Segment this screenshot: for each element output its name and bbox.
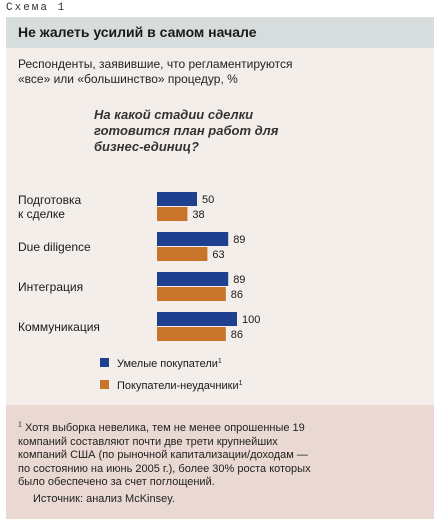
bar-skilled bbox=[157, 312, 237, 326]
data-label: 86 bbox=[231, 329, 243, 341]
legend-swatch bbox=[100, 358, 109, 367]
legend-footnote-marker: 1 bbox=[218, 358, 222, 365]
data-label: 89 bbox=[233, 274, 245, 286]
category-label: Коммуникация bbox=[18, 320, 100, 334]
footnote: 1 Хотя выборка невелика, тем не менее оп… bbox=[18, 421, 318, 490]
bar-skilled bbox=[157, 272, 229, 286]
bar-unsuccessful bbox=[157, 287, 226, 301]
bar-skilled bbox=[157, 192, 197, 206]
bar-unsuccessful bbox=[157, 327, 226, 341]
legend-label: Умелые покупатели1 bbox=[117, 358, 222, 370]
bar-unsuccessful bbox=[157, 207, 188, 221]
figure-title: Не жалеть усилий в самом начале bbox=[18, 24, 257, 40]
data-label: 38 bbox=[192, 209, 204, 221]
category-label: Due diligence bbox=[18, 240, 91, 254]
legend-swatch bbox=[100, 380, 109, 389]
data-label: 50 bbox=[202, 194, 214, 206]
category-label: Интеграция bbox=[18, 280, 83, 294]
scheme-label: Схема 1 bbox=[6, 2, 67, 14]
legend-footnote-marker: 1 bbox=[239, 380, 243, 387]
category-label: Подготовка bbox=[18, 193, 81, 207]
chart-question: На какой стадии сделки готовится план ра… bbox=[94, 107, 279, 154]
data-label: 63 bbox=[212, 249, 224, 261]
data-label: 86 bbox=[231, 289, 243, 301]
legend-label: Покупатели-неудачники1 bbox=[117, 380, 243, 392]
footnote-marker: 1 bbox=[18, 421, 22, 429]
category-label: к сделке bbox=[18, 207, 65, 221]
figure-subtitle: Респонденты, заявившие, что регламентиру… bbox=[18, 57, 293, 86]
bar-unsuccessful bbox=[157, 247, 208, 261]
footnote-area bbox=[6, 405, 434, 519]
data-label: 100 bbox=[242, 314, 260, 326]
footnote-text: Хотя выборка невелика, тем не менее опро… bbox=[18, 422, 311, 488]
title-band: Не жалеть усилий в самом начале bbox=[6, 17, 434, 48]
bar-skilled bbox=[157, 232, 229, 246]
source-note: Источник: анализ McKinsey. bbox=[33, 493, 175, 505]
data-label: 89 bbox=[233, 234, 245, 246]
figure-panel: Не жалеть усилий в самом начале Респонде… bbox=[6, 17, 434, 519]
